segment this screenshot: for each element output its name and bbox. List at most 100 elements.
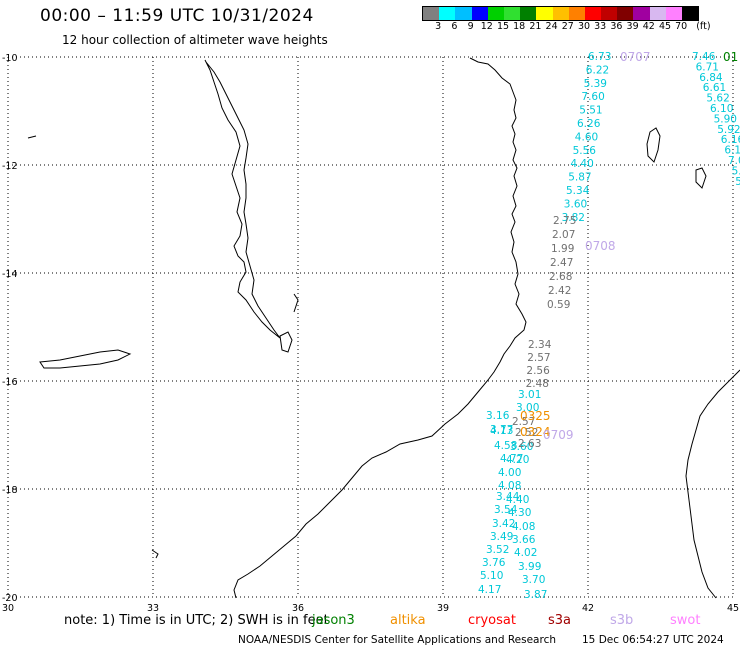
lat-label: -12 xyxy=(2,161,18,172)
legend-swatch xyxy=(665,7,682,20)
swh-value: 3.01 xyxy=(518,389,541,401)
swh-value: 3.99 xyxy=(518,561,541,573)
swh-value: 2.34 xyxy=(528,339,552,351)
legend-swatch xyxy=(682,7,699,20)
legend-swatch xyxy=(633,7,650,20)
lat-label: -16 xyxy=(2,377,18,388)
legend-label: 36 xyxy=(610,21,623,32)
legend-swatch xyxy=(649,7,666,20)
legend-swatch xyxy=(552,7,569,20)
swh-value: 2.07 xyxy=(552,229,575,241)
legend-swatch xyxy=(455,7,472,20)
pass-label: 0707 xyxy=(620,50,651,64)
swh-value: 4.08 xyxy=(512,521,535,533)
swh-value: 5.39 xyxy=(584,78,607,90)
lon-label: 45 xyxy=(727,603,739,614)
swh-value: 3.42 xyxy=(492,518,515,530)
swh-value: 7.60 xyxy=(581,91,604,103)
river-mark-2 xyxy=(151,549,159,559)
generation-timestamp: 15 Dec 06:54:27 UTC 2024 xyxy=(582,634,724,646)
coastlines xyxy=(27,57,740,599)
swh-value: 3.60 xyxy=(564,198,587,210)
mission-s3a: s3a xyxy=(548,613,572,628)
swh-value: 3.16 xyxy=(486,410,510,422)
legend-label: 24 xyxy=(545,21,558,32)
pass-label: 0324 xyxy=(520,425,551,439)
swh-value: 4.17 xyxy=(478,584,501,596)
swh-value: 4.40 xyxy=(506,494,529,506)
swh-value: 5.10 xyxy=(480,570,503,582)
swh-value: 2.52 xyxy=(515,427,538,439)
lat-label: -14 xyxy=(2,269,18,280)
legend-swatch xyxy=(471,7,488,20)
page-subtitle: 12 hour collection of altimeter wave hei… xyxy=(62,33,328,47)
swh-value: 1 xyxy=(739,186,740,198)
swh-value: 3.60 xyxy=(510,441,533,453)
lake-small xyxy=(279,331,293,353)
swh-value: 7.46 xyxy=(692,51,716,63)
swh-value: 7.0 xyxy=(728,155,740,167)
legend-label: 30 xyxy=(577,21,591,32)
swh-value: 3.44 xyxy=(496,491,520,503)
swh-value: 5. xyxy=(732,165,740,177)
pass-label: 0709 xyxy=(543,428,574,442)
swh-value: 6.1 xyxy=(724,145,740,157)
lon-label: 39 xyxy=(437,603,449,614)
swh-value: 6.84 xyxy=(699,72,723,84)
swh-value: 5.92 xyxy=(717,124,740,136)
swh-value: 4.77 xyxy=(500,453,523,465)
legend-label: 3 xyxy=(435,21,442,32)
swh-value: 6.22 xyxy=(586,64,609,76)
river-mark-1 xyxy=(293,293,299,313)
legend-label: 45 xyxy=(658,21,672,32)
swh-value: 2.68 xyxy=(549,271,572,283)
swh-value: 4.20 xyxy=(506,454,529,466)
swh-value: 3.66 xyxy=(512,534,536,546)
lat-label: -18 xyxy=(2,485,18,496)
swh-value: 3.87 xyxy=(524,589,547,601)
legend-swatch xyxy=(487,7,504,20)
legend-label: 39 xyxy=(626,21,639,32)
swh-value: 6.61 xyxy=(703,82,726,94)
lon-label: 36 xyxy=(292,603,304,614)
color-legend xyxy=(422,6,700,21)
lon-label: 30 xyxy=(2,603,14,614)
coastline-madagascar xyxy=(685,369,740,599)
pass-label: 0325 xyxy=(520,409,551,423)
swh-value: 4.58 xyxy=(494,440,517,452)
swh-value: 3.77 xyxy=(490,424,513,436)
swh-value: 2.57 xyxy=(527,352,550,364)
swh-value: 2.48 xyxy=(526,378,549,390)
mission-jason3: jason3 xyxy=(312,613,355,628)
legend-swatch xyxy=(423,7,440,20)
swh-value: 6.26 xyxy=(577,118,601,130)
legend-label: 33 xyxy=(594,21,607,32)
legend-label: (ft) xyxy=(696,21,711,32)
swh-value: 2.75 xyxy=(553,215,576,227)
legend-label: 70 xyxy=(675,21,688,32)
swh-value: 4.60 xyxy=(575,131,598,143)
island-comoros xyxy=(646,127,661,163)
swh-value: 3.52 xyxy=(486,544,509,556)
legend-label: 21 xyxy=(529,21,542,32)
legend-label: 27 xyxy=(561,21,574,32)
mark-small-3 xyxy=(27,135,37,139)
legend-label: 6 xyxy=(451,21,458,32)
swh-value: 5.51 xyxy=(579,105,602,117)
swh-value: 3.70 xyxy=(522,574,545,586)
coastline-lake-malawi xyxy=(204,59,281,339)
lat-label: -10 xyxy=(2,53,18,64)
coastline-lake-chilwa xyxy=(39,349,132,369)
mission-swot: swot xyxy=(670,613,701,628)
lat-label: -20 xyxy=(2,593,18,604)
mission-cryosat: cryosat xyxy=(468,613,516,628)
swh-value: 2.63 xyxy=(518,438,541,450)
legend-swatch xyxy=(617,7,634,20)
mission-altika: altika xyxy=(390,613,426,628)
swh-value: 2.47 xyxy=(550,257,573,269)
swh-value: 3.54 xyxy=(494,504,518,516)
pass-label: 01 xyxy=(723,50,738,64)
legend-swatch xyxy=(536,7,553,20)
lon-label: 33 xyxy=(147,603,159,614)
